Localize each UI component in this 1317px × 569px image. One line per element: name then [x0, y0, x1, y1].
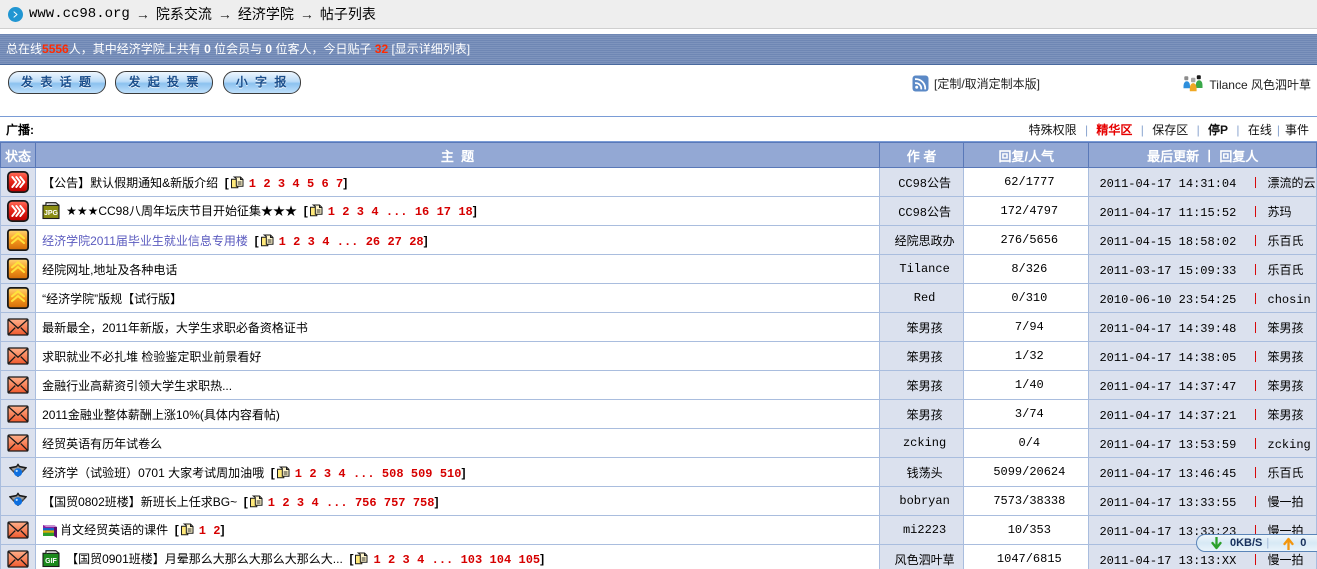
svg-text:JPG: JPG [44, 210, 59, 217]
svg-text:GIF: GIF [45, 558, 57, 565]
